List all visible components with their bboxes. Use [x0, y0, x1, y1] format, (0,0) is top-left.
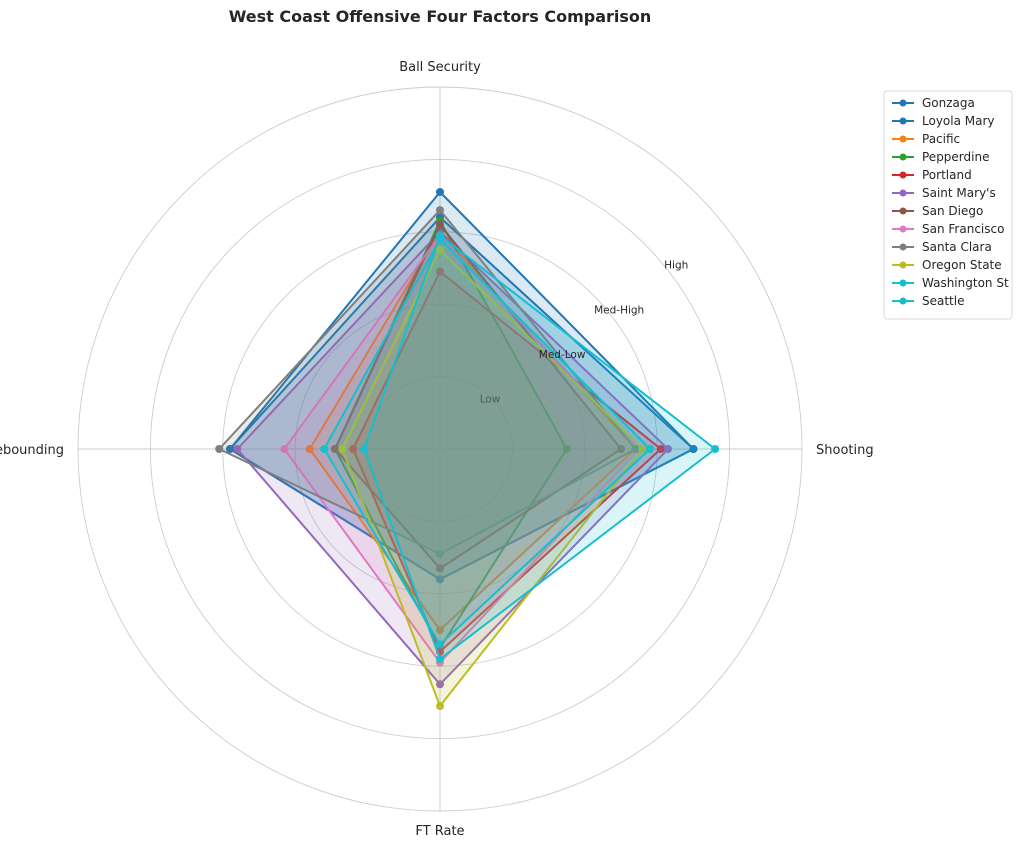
legend-label: Saint Mary's: [922, 186, 996, 200]
data-point-portland: [349, 445, 358, 453]
legend-label: Pepperdine: [922, 150, 989, 164]
legend-entry: Pacific: [892, 132, 960, 146]
data-point-saint-mary-s: [664, 445, 673, 453]
data-point-oregon-state: [436, 702, 444, 711]
data-point-washington-st: [645, 445, 654, 453]
data-point-loyola-mary: [436, 187, 444, 196]
data-point-san-francisco: [280, 445, 289, 453]
data-point-oregon-state: [638, 445, 647, 453]
legend-label: San Francisco: [922, 222, 1004, 236]
data-point-seattle: [711, 445, 720, 453]
legend-swatch-marker: [899, 261, 907, 269]
data-point-oregon-state: [338, 445, 347, 453]
series-fill-gonzaga: [230, 217, 694, 580]
data-point-portland: [436, 267, 444, 276]
legend-box: [883, 90, 1013, 320]
data-point-san-diego: [331, 445, 340, 453]
legend-swatch-marker: [899, 99, 907, 107]
axis-label: FT Rate: [415, 824, 464, 839]
series-fill-oregon-state: [342, 249, 643, 706]
data-point-seattle: [436, 231, 444, 240]
legend-label: Santa Clara: [922, 240, 992, 254]
legend-entry: Seattle: [892, 294, 964, 308]
legend-entry: Santa Clara: [892, 240, 992, 254]
data-point-san-diego: [617, 445, 625, 453]
ring-label: Low: [480, 393, 501, 405]
ring-label: Med-Low: [539, 349, 586, 361]
radar-labels: Ball Security Shooting FT Rate Off Reboundi…: [0, 60, 874, 839]
series-fill-saint-mary-s: [237, 231, 669, 685]
data-point-san-diego: [436, 564, 444, 573]
legend-swatch-marker: [899, 207, 907, 215]
data-point-loyola-mary: [689, 445, 698, 453]
legend-entry: Saint Mary's: [892, 186, 996, 200]
legend-swatch-marker: [899, 135, 907, 143]
legend-label: Oregon State: [922, 258, 1002, 272]
legend-entry: San Francisco: [892, 222, 1004, 236]
data-point-washington-st: [320, 445, 329, 453]
data-point-seattle: [436, 654, 444, 663]
data-point-oregon-state: [436, 245, 444, 254]
legend-entry: Gonzaga: [892, 96, 975, 110]
data-point-loyola-mary: [226, 445, 235, 453]
axis-label: Ball Security: [399, 60, 481, 75]
legend-label: Loyola Mary: [922, 114, 995, 128]
data-point-saint-mary-s: [436, 680, 444, 689]
legend-swatch-marker: [899, 243, 907, 251]
legend-label: Gonzaga: [922, 96, 975, 110]
data-point-saint-mary-s: [233, 445, 242, 453]
legend: Gonzaga Loyola Mary Pacific Pepperdine Portl…: [883, 90, 1013, 320]
legend-entry: Portland: [892, 168, 972, 182]
series-fill-san-diego: [335, 224, 621, 569]
legend-label: Seattle: [922, 294, 964, 308]
series-fill-washington-st: [324, 239, 650, 645]
legend-swatch-marker: [899, 297, 907, 305]
legend-entry: Oregon State: [892, 258, 1002, 272]
data-point-santa-clara: [215, 445, 224, 453]
data-point-washington-st: [436, 640, 444, 649]
ring-label: High: [664, 260, 688, 272]
legend-swatch-marker: [899, 225, 907, 233]
axis-label: Shooting: [816, 443, 874, 458]
legend-label: Washington St: [922, 276, 1009, 290]
data-point-san-diego: [436, 220, 444, 229]
data-point-loyola-mary: [436, 575, 444, 584]
series-fill-seattle: [364, 235, 716, 659]
legend-entry: Pepperdine: [892, 150, 989, 164]
series-fill-loyola-mary: [230, 192, 694, 580]
ring-label: Med-High: [594, 304, 644, 316]
series-fill-santa-clara: [219, 210, 636, 554]
data-point-portland: [656, 445, 665, 453]
radar-series: [215, 187, 720, 711]
legend-label: Portland: [922, 168, 972, 182]
data-point-pacific: [436, 626, 444, 634]
data-point-seattle: [359, 445, 368, 453]
legend-swatch-marker: [899, 117, 907, 125]
data-point-santa-clara: [436, 549, 444, 558]
legend-swatch-marker: [899, 189, 907, 197]
chart-title: West Coast Offensive Four Factors Compar…: [229, 7, 652, 26]
data-point-santa-clara: [631, 445, 640, 453]
data-point-santa-clara: [436, 206, 444, 215]
legend-label: Pacific: [922, 132, 960, 146]
legend-entry: Washington St: [892, 276, 1009, 290]
data-point-pepperdine: [562, 445, 571, 453]
legend-entry: Loyola Mary: [892, 114, 995, 128]
legend-entry: San Diego: [892, 204, 983, 218]
data-point-pacific: [305, 445, 314, 453]
legend-swatch-marker: [899, 171, 907, 179]
legend-swatch-marker: [899, 153, 907, 161]
axis-label: Off Rebounding: [0, 443, 64, 458]
series-fill-san-francisco: [284, 235, 640, 663]
legend-label: San Diego: [922, 204, 983, 218]
legend-swatch-marker: [899, 279, 907, 287]
